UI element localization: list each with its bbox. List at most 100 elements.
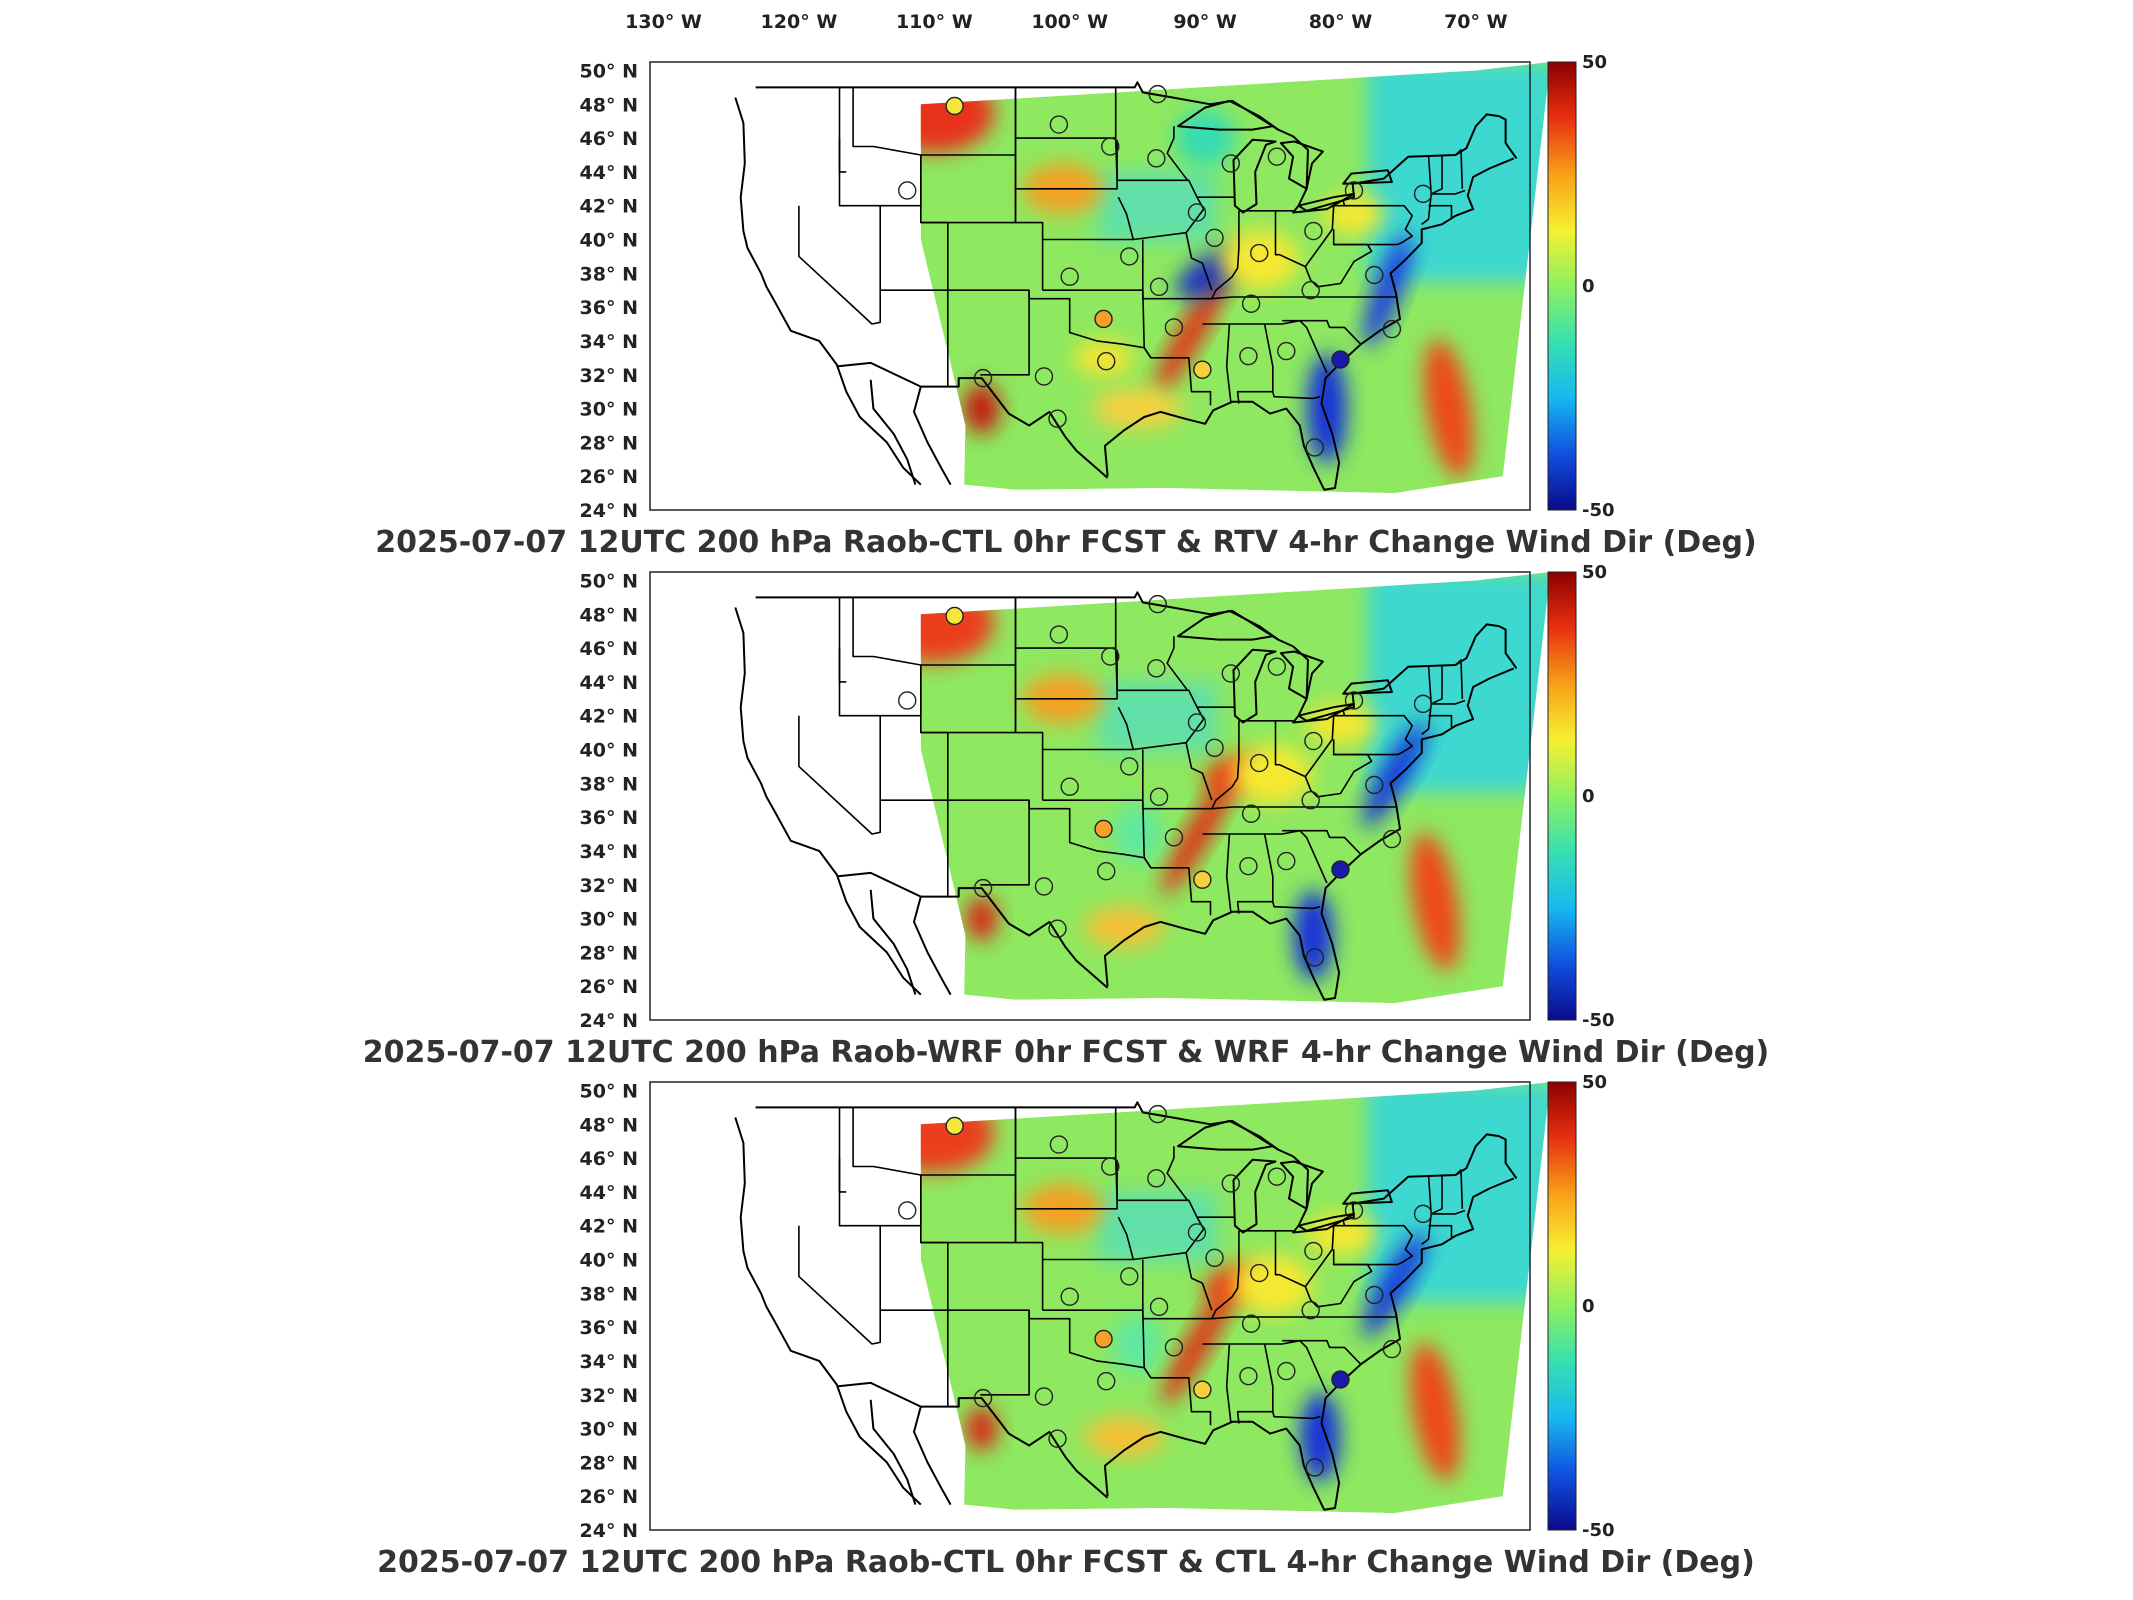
- colorbar: 50 0 -50: [1547, 562, 1615, 1031]
- station-marker: [1382, 319, 1402, 339]
- latitude-label: 30° N: [580, 1419, 638, 1441]
- station-marker: [1097, 862, 1116, 881]
- latitude-label: 32° N: [580, 875, 638, 897]
- station-marker: [898, 691, 917, 710]
- station-marker: [898, 181, 917, 200]
- station-marker: [1149, 277, 1169, 297]
- latitude-label: 30° N: [580, 399, 638, 421]
- station-marker: [1034, 367, 1054, 386]
- latitude-label: 46° N: [580, 638, 638, 660]
- station-marker: [1304, 1241, 1323, 1261]
- latitude-label: 36° N: [580, 807, 638, 829]
- longitude-axis-labels: 130° W 120° W 110° W 100° W 90° W 80° W 70° W: [625, 11, 1507, 33]
- station-marker: [1147, 659, 1166, 678]
- station-marker: [1187, 203, 1207, 222]
- station-marker: [1060, 1287, 1079, 1306]
- station-marker: [1241, 294, 1261, 313]
- station-marker: [1060, 267, 1079, 286]
- map-frame: [649, 61, 1531, 511]
- colorbar-bar: [1547, 571, 1577, 1021]
- latitude-label: 26° N: [580, 466, 638, 488]
- map-outlines: [734, 591, 1518, 1001]
- station-marker: [1205, 738, 1224, 758]
- station-marker: [1193, 1380, 1212, 1399]
- station-marker: [1101, 1157, 1120, 1176]
- latitude-label: 34° N: [580, 841, 638, 863]
- station-marker: [1164, 318, 1184, 337]
- panel-title: 2025-07-07 12UTC 200 hPa Raob-CTL 0hr FC…: [377, 1545, 1755, 1580]
- latitude-label: 36° N: [580, 297, 638, 319]
- colorbar-bar: [1547, 61, 1577, 511]
- station-marker: [1149, 1297, 1169, 1317]
- station-marker: [1344, 691, 1364, 710]
- station-marker: [1187, 713, 1207, 732]
- station-marker: [1382, 1339, 1402, 1359]
- station-marker: [945, 96, 964, 116]
- station-marker: [973, 368, 993, 388]
- station-marker: [1382, 829, 1402, 849]
- station-marker: [1305, 1458, 1324, 1477]
- station-marker: [1365, 265, 1384, 285]
- station-marker: [1097, 1372, 1116, 1391]
- station-marker: [1413, 694, 1433, 714]
- station-marker: [1205, 1248, 1224, 1268]
- latitude-label: 48° N: [580, 604, 638, 626]
- station-marker: [1250, 1263, 1269, 1283]
- station-marker: [1305, 948, 1324, 967]
- station-marker: [1301, 1301, 1320, 1320]
- station-marker: [1413, 184, 1433, 204]
- station-marker: [945, 606, 964, 626]
- longitude-label: 80° W: [1309, 11, 1373, 33]
- colorbar-tick-label: 50: [1582, 52, 1607, 73]
- latitude-label: 48° N: [580, 94, 638, 116]
- station-marker: [1147, 1169, 1166, 1188]
- station-marker: [1239, 1366, 1258, 1386]
- station-marker: [1049, 115, 1069, 134]
- station-marker: [1097, 352, 1116, 371]
- raob-stations: [898, 84, 1433, 457]
- wind-direction-field: [920, 572, 1551, 1004]
- station-marker: [1048, 919, 1067, 938]
- station-marker: [1304, 221, 1323, 241]
- station-marker: [1120, 1267, 1139, 1286]
- latitude-label: 32° N: [580, 1385, 638, 1407]
- colorbar-tick-label: -50: [1582, 500, 1615, 521]
- raob-stations: [898, 594, 1433, 967]
- station-marker: [1221, 664, 1241, 683]
- latitude-label: 24° N: [580, 1010, 638, 1032]
- station-marker: [945, 1116, 964, 1136]
- latitude-label: 30° N: [580, 909, 638, 931]
- latitude-label: 44° N: [580, 1182, 638, 1204]
- station-marker: [1048, 1429, 1067, 1448]
- station-marker: [1147, 149, 1166, 168]
- colorbar: 50 0 -50: [1547, 1072, 1615, 1541]
- latitude-label: 24° N: [580, 1520, 638, 1542]
- map-panel-wrf: 2025-07-07 12UTC 200 hPa Raob-WRF 0hr FC…: [363, 562, 1770, 1070]
- station-marker: [1241, 1314, 1261, 1333]
- map-frame: [649, 1081, 1531, 1531]
- station-marker: [1365, 775, 1384, 795]
- longitude-label: 90° W: [1173, 11, 1237, 33]
- station-marker: [1250, 243, 1269, 263]
- station-marker: [1413, 1204, 1433, 1224]
- latitude-label: 40° N: [580, 1250, 638, 1272]
- station-marker: [1331, 860, 1350, 879]
- colorbar: 50 0 -50: [1547, 52, 1615, 521]
- latitude-label: 36° N: [580, 1317, 638, 1339]
- latitude-label: 32° N: [580, 365, 638, 387]
- station-marker: [1164, 1338, 1184, 1357]
- colorbar-tick-label: 0: [1582, 276, 1595, 297]
- latitude-label: 42° N: [580, 196, 638, 218]
- station-marker: [1094, 309, 1113, 329]
- station-marker: [1101, 647, 1120, 666]
- station-marker: [1344, 181, 1364, 200]
- latitude-label: 48° N: [580, 1114, 638, 1136]
- station-marker: [1034, 877, 1054, 896]
- station-marker: [1241, 804, 1261, 823]
- map-panel-rtv: 2025-07-07 12UTC 200 hPa Raob-CTL 0hr FC…: [375, 52, 1757, 560]
- station-marker: [1301, 281, 1320, 300]
- latitude-label: 46° N: [580, 1148, 638, 1170]
- latitude-label: 38° N: [580, 773, 638, 795]
- station-marker: [1221, 1174, 1241, 1193]
- station-marker: [1034, 1387, 1054, 1406]
